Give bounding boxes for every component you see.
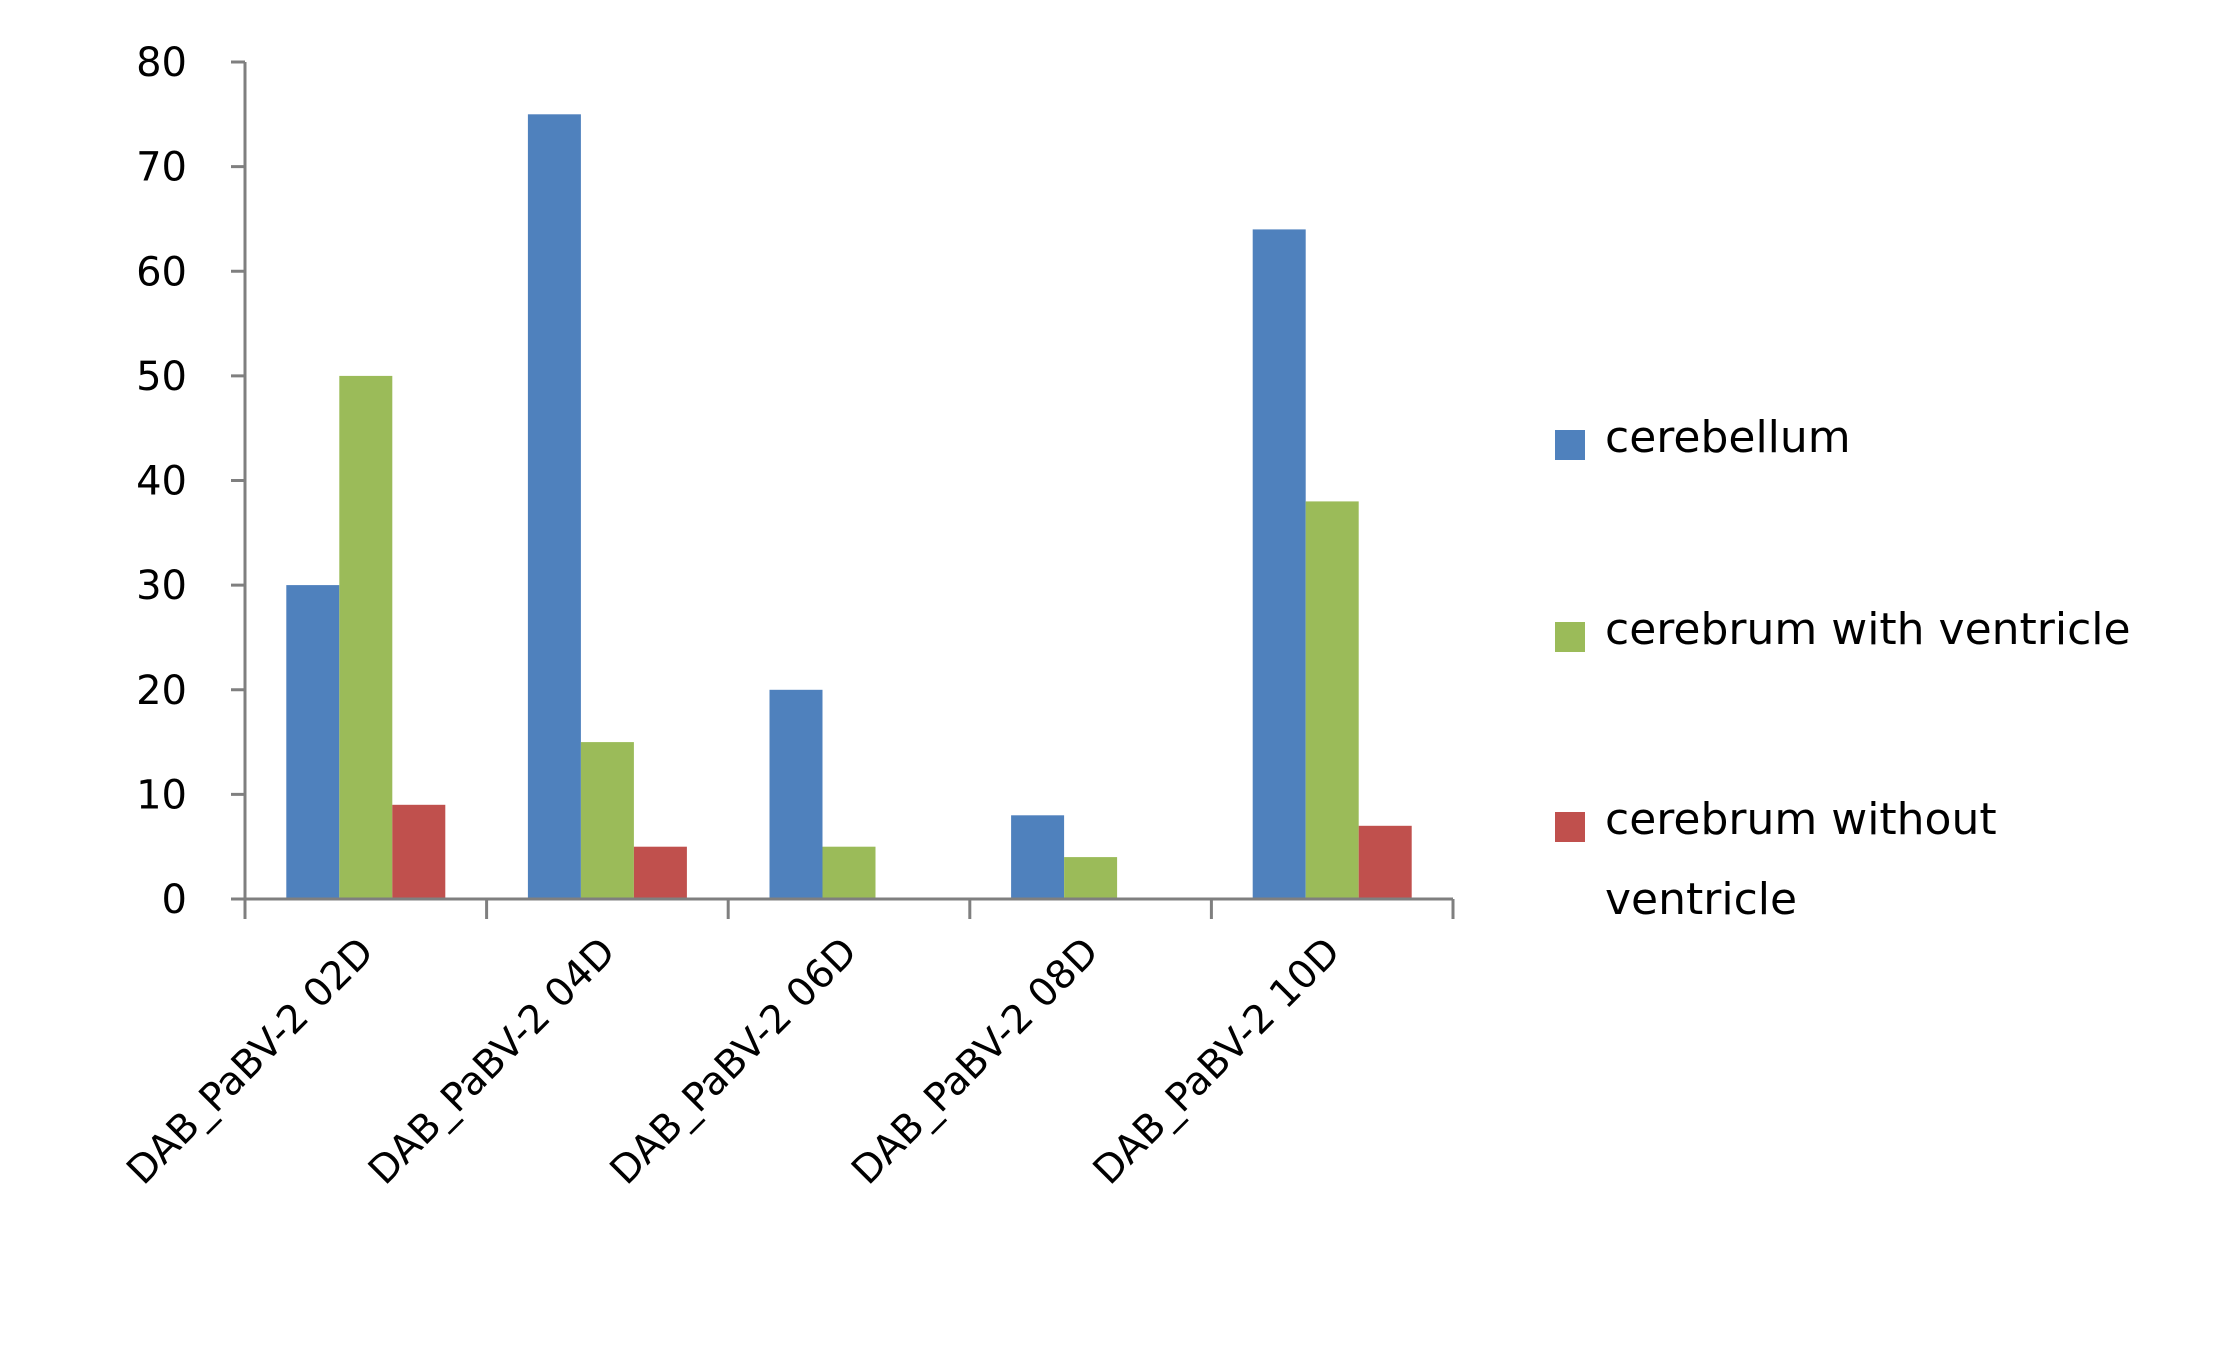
y-tick-label: 20 (136, 668, 187, 714)
bar-2-2 (580, 742, 634, 899)
y-tick-label: 70 (136, 145, 187, 191)
legend-swatch (1555, 622, 1585, 652)
bar-1-4 (1011, 815, 1065, 899)
bar-3-1 (392, 804, 446, 899)
x-category-label: DAB_PaBV-2 04D (360, 929, 624, 1193)
bar-3-5 (1358, 825, 1412, 899)
legend-entry-3: cerebrum without ventricle (1555, 794, 1997, 925)
x-category-label: DAB_PaBV-2 06D (602, 929, 866, 1193)
bar-2-1 (339, 375, 393, 899)
legend-entry-1: cerebellum (1555, 412, 1851, 463)
y-tick-label: 0 (162, 877, 187, 923)
y-tick-label: 60 (136, 249, 187, 295)
legend-label: cerebrum with ventricle (1605, 604, 2131, 655)
bar-2-3 (822, 846, 876, 899)
legend-swatch (1555, 430, 1585, 460)
bar-2-5 (1305, 501, 1359, 899)
x-category-label: DAB_PaBV-2 10D (1085, 929, 1349, 1193)
legend-swatch (1555, 812, 1585, 842)
legend-label: cerebrum without ventricle (1605, 794, 1997, 925)
bar-1-2 (527, 114, 581, 900)
y-tick-label: 40 (136, 459, 187, 505)
bar-1-3 (769, 689, 823, 900)
y-tick-label: 30 (136, 563, 187, 609)
legend: cerebellum cerebrum with ventricle cerebru… (1555, 412, 2131, 925)
bar-2-4 (1064, 857, 1118, 899)
y-axis: 0 10 20 30 40 50 60 70 80 (136, 40, 247, 923)
bar-1-1 (286, 585, 340, 899)
y-tick-label: 50 (136, 354, 187, 400)
bar-1-5 (1252, 229, 1306, 899)
legend-label: cerebellum (1605, 412, 1851, 463)
bar-3-2 (633, 846, 687, 899)
y-tick-label: 10 (136, 772, 187, 818)
y-tick-label: 80 (136, 40, 187, 86)
bars (286, 114, 1412, 900)
legend-entry-2: cerebrum with ventricle (1555, 604, 2131, 655)
x-category-label: DAB_PaBV-2 02D (119, 929, 383, 1193)
x-category-label: DAB_PaBV-2 08D (843, 929, 1107, 1193)
